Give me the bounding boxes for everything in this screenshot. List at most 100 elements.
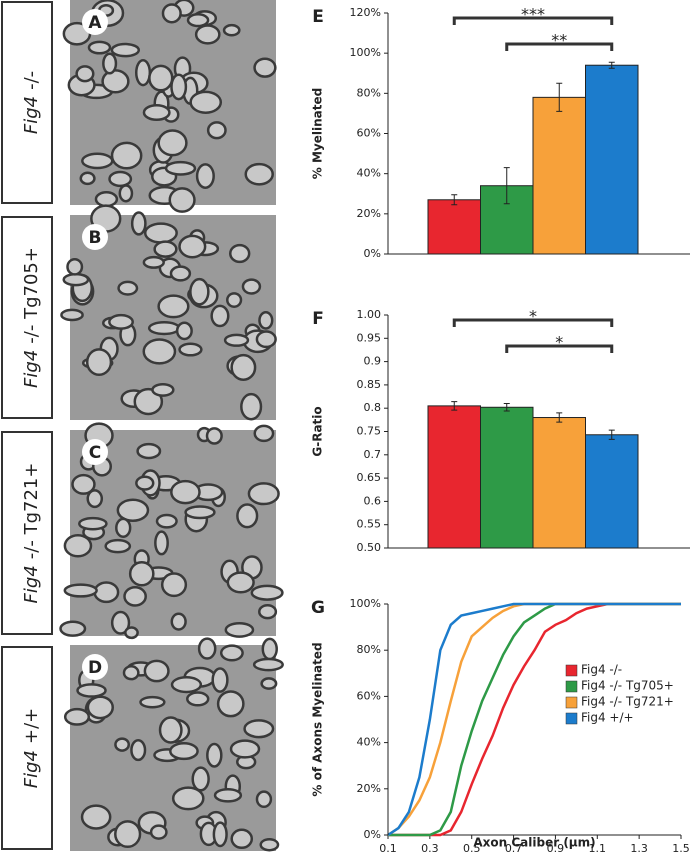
axon [87,40,112,55]
legend-label: Fig4 -/- Tg721+ [581,695,674,709]
axon [253,424,275,443]
axon [76,683,107,698]
axon [66,257,84,276]
y-axis-title: G-Ratio [311,406,325,456]
y-axis-title: % Myelinated [311,88,325,179]
axon [122,665,140,681]
y-tick-label: 0.75 [357,425,382,438]
significance-bracket [505,42,614,51]
bar [532,96,586,255]
axon [151,382,175,397]
significance-label: *** [521,5,545,24]
axon [142,104,171,122]
panel-letter: D [88,658,102,678]
axon [114,737,131,752]
axon [142,255,165,269]
panel-letter: G [311,598,325,618]
genotype: +/+ [21,708,42,744]
panel-badge [82,654,108,680]
axon [63,533,93,558]
axon [175,321,193,341]
axon [114,820,142,849]
label-box [1,646,53,850]
y-tick-label: 0.65 [357,471,382,484]
axon [128,560,155,587]
axon [224,621,255,638]
y-tick-label: 0.9 [364,355,382,368]
genotype: -/- [21,71,42,90]
axon [139,695,166,709]
axon [108,170,133,188]
axon [195,163,215,189]
y-tick-label: 60% [357,127,381,140]
significance-label: * [555,333,563,352]
axon [79,171,96,186]
axon [116,498,150,523]
y-tick-label: 0% [364,247,381,260]
y-tick-label: 0.50 [357,541,382,554]
x-tick-label: 1.5 [672,842,690,853]
axon [130,738,147,762]
axon [170,479,201,505]
axon [104,538,132,554]
series-line [387,602,681,837]
panel-letter: E [312,7,324,27]
y-tick-label: 0.6 [364,494,382,507]
label-box [1,431,53,635]
axon [170,612,187,631]
axon [169,742,199,761]
bar [427,199,481,255]
y-tick-label: 100% [350,597,381,610]
gene-name: Fig4 [21,565,42,603]
axon [164,160,197,176]
panel-badge [82,9,108,35]
axon [59,620,87,637]
axon [222,23,241,37]
label-box [1,1,53,204]
x-tick-label: 1.3 [630,842,648,853]
x-tick-label: 0.7 [505,842,523,853]
axon [253,57,277,78]
error-bar [451,194,458,206]
axon [206,742,223,768]
genotype-label: Fig4 -/- [21,71,42,134]
significance-label: ** [551,31,567,50]
axon [189,90,223,114]
axon [135,475,155,491]
axon [75,65,95,83]
legend-swatch [565,696,578,709]
axon [148,64,174,92]
axon [258,604,278,620]
axon [101,69,130,94]
axon [186,691,210,707]
axon [133,387,164,416]
series-line [388,602,681,837]
x-axis-title: Axon Caliber (μm) [473,836,595,850]
axon [102,52,118,75]
axon [184,505,216,520]
axon [60,308,84,322]
axon [110,141,143,170]
series-line [388,602,681,837]
axon [170,73,188,101]
significance-bracket [452,16,614,25]
axon [147,321,181,336]
axon [149,824,168,840]
axon [110,610,131,635]
axon [194,24,221,45]
y-tick-label: 80% [357,643,381,656]
axon [157,294,190,319]
axon [134,59,152,87]
y-tick-label: 40% [357,736,381,749]
axon [123,586,147,607]
axon [229,243,251,264]
axon [136,442,162,460]
axon [94,191,119,208]
significance-bracket [452,318,614,327]
error-bar [503,403,510,412]
y-tick-label: 120% [350,6,381,19]
axon [211,667,229,693]
axon [124,626,139,640]
y-tick-label: 20% [357,207,381,220]
panel-badge [82,224,108,250]
